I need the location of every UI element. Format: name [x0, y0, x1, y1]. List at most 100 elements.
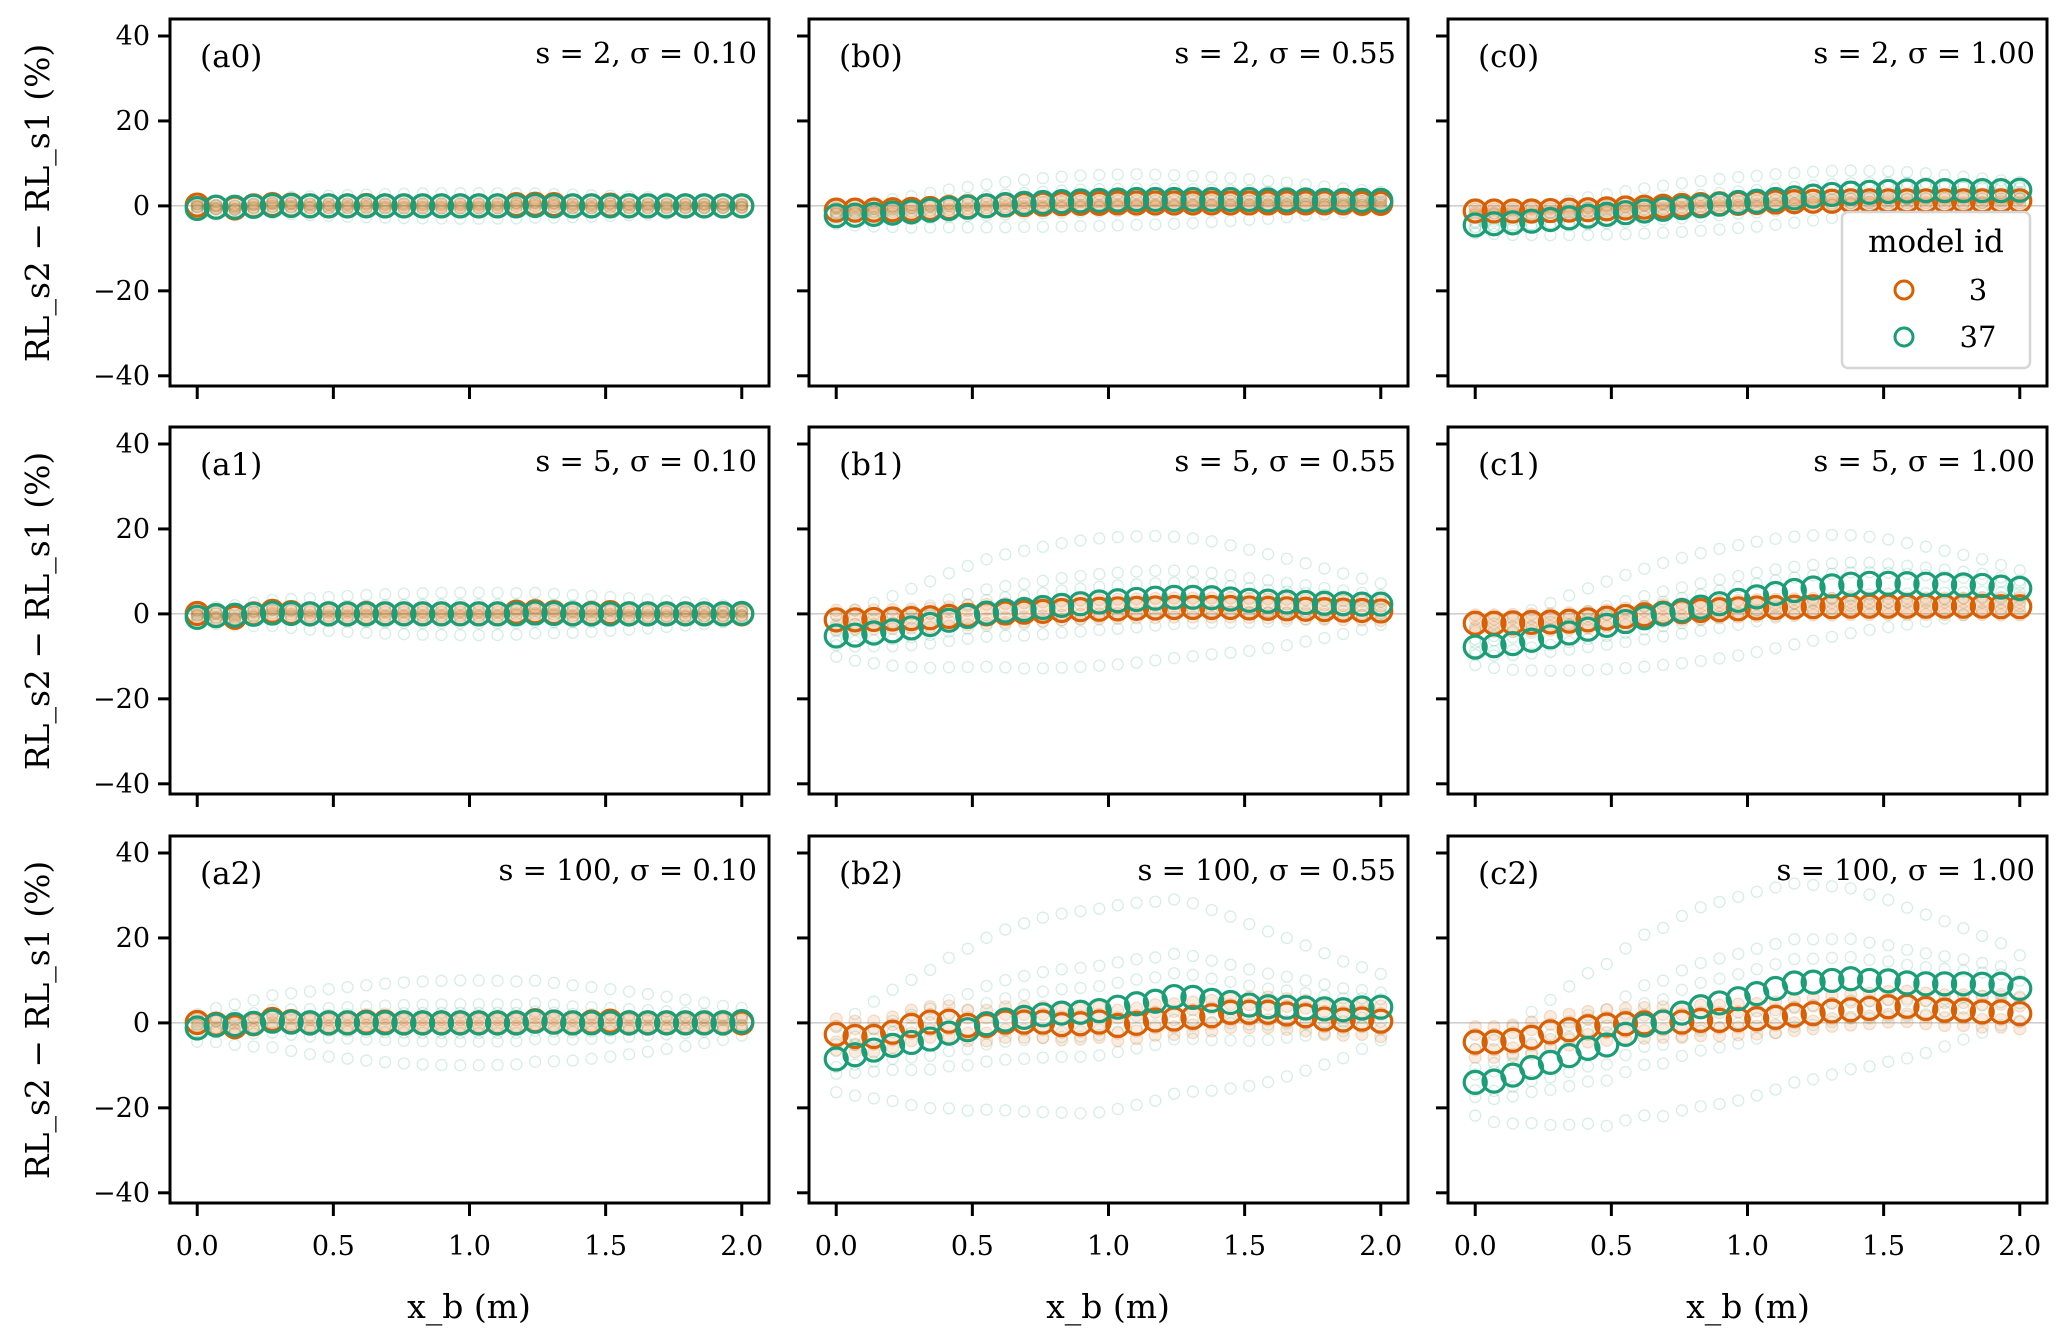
faint-run-marker-model-37 [1713, 652, 1726, 665]
faint-run-marker-model-37 [698, 201, 711, 214]
faint-run-marker-model-37 [1525, 641, 1538, 654]
faint-run-marker-model-3 [397, 605, 411, 619]
mean-marker-model-37 [1913, 971, 1939, 997]
faint-run-marker-model-3 [228, 1016, 242, 1031]
faint-run-marker-model-3 [416, 608, 430, 623]
faint-run-marker-model-37 [1186, 169, 1200, 183]
mean-marker-model-37 [1594, 201, 1620, 227]
mean-marker-model-37 [1105, 187, 1131, 213]
faint-run-marker-model-37 [1713, 610, 1726, 623]
faint-run-marker-model-3 [209, 201, 223, 215]
faint-run-marker-model-37 [924, 637, 937, 650]
faint-run-marker-model-3 [1148, 1028, 1162, 1042]
faint-run-marker-model-3 [1487, 1050, 1501, 1064]
faint-run-marker-model-37 [1638, 1040, 1651, 1053]
faint-run-marker-model-37 [303, 611, 317, 624]
mean-marker-model-37 [842, 622, 868, 648]
faint-run-marker-model-3 [603, 197, 617, 211]
faint-run-marker-model-3 [490, 198, 505, 212]
mean-marker-model-37 [316, 601, 342, 627]
faint-run-marker-model-3 [1694, 1028, 1708, 1043]
faint-run-marker-model-3 [472, 605, 486, 619]
mean-marker-model-37 [391, 601, 417, 627]
faint-run-marker-model-37 [1882, 620, 1895, 634]
faint-run-marker-model-3 [566, 610, 580, 624]
mean-marker-model-37 [1030, 1002, 1056, 1028]
faint-run-marker-model-37 [679, 198, 692, 211]
faint-run-marker-model-3 [1956, 1018, 1971, 1033]
faint-run-marker-model-37 [397, 627, 411, 641]
mean-marker-model-3 [898, 1012, 924, 1039]
faint-run-marker-model-37 [1732, 890, 1745, 903]
faint-run-marker-model-3 [303, 1013, 317, 1027]
faint-run-marker-model-37 [867, 657, 880, 670]
faint-run-marker-model-3 [303, 198, 317, 212]
faint-run-marker-model-3 [453, 610, 467, 624]
faint-run-marker-model-37 [1863, 888, 1876, 901]
mean-marker-model-37 [391, 193, 417, 219]
faint-run-marker-model-37 [1750, 169, 1763, 182]
faint-run-marker-model-37 [454, 202, 467, 216]
mean-marker-model-37 [1932, 971, 1958, 997]
faint-run-marker-model-37 [1186, 650, 1200, 663]
panel-c1: (c1) s = 5, σ = 1.00 [1436, 425, 2049, 807]
faint-run-marker-model-37 [961, 1042, 974, 1056]
faint-run-marker-model-3 [1731, 198, 1745, 212]
mean-marker-model-37 [654, 1010, 680, 1036]
mean-marker-model-37 [1368, 994, 1394, 1020]
mean-marker-model-37 [1969, 971, 1995, 997]
faint-run-marker-model-37 [1299, 1029, 1312, 1042]
faint-run-marker-model-37 [1093, 979, 1106, 993]
faint-run-marker-model-37 [1130, 530, 1143, 543]
faint-run-marker-model-37 [1544, 1028, 1557, 1042]
faint-run-marker-model-3 [641, 197, 655, 211]
mean-marker-model-37 [2007, 575, 2033, 602]
faint-run-marker-model-37 [266, 195, 279, 209]
faint-run-marker-model-37 [1600, 188, 1613, 201]
faint-run-marker-model-37 [1675, 177, 1689, 190]
y-axis-title-row-2: RL_s2 − RL_s1 (%) [18, 861, 58, 1180]
mean-marker-model-37 [1142, 988, 1168, 1014]
x-tick-label: 0.5 [312, 1231, 355, 1262]
faint-run-marker-model-3 [1975, 603, 1989, 618]
x-tick-label: 1.5 [1862, 1231, 1905, 1262]
faint-run-marker-model-37 [1167, 564, 1181, 577]
faint-run-marker-model-37 [1149, 971, 1162, 984]
faint-run-marker-model-37 [999, 548, 1012, 561]
faint-run-marker-model-37 [1976, 929, 1989, 943]
faint-run-marker-model-37 [999, 923, 1012, 936]
faint-run-marker-model-3 [848, 1014, 862, 1028]
faint-run-marker-model-37 [1074, 981, 1087, 995]
faint-run-marker-model-37 [191, 201, 204, 214]
faint-run-marker-model-37 [961, 1059, 974, 1072]
faint-run-marker-model-3 [641, 608, 655, 623]
mean-marker-model-37 [503, 601, 529, 627]
faint-run-marker-model-37 [1694, 1044, 1707, 1057]
faint-run-marker-model-37 [1919, 1046, 1932, 1060]
faint-run-marker-model-3 [1129, 194, 1144, 208]
faint-run-marker-model-3 [322, 608, 336, 623]
faint-run-marker-model-37 [1825, 1068, 1839, 1081]
faint-run-marker-model-37 [1919, 192, 1932, 205]
faint-run-marker-model-3 [641, 198, 655, 212]
y-tick-label: 20 [116, 106, 150, 137]
faint-run-marker-model-3 [190, 199, 204, 213]
y-axis-title: RL_s2 − RL_s1 (%) [18, 861, 58, 1180]
faint-run-marker-model-37 [472, 998, 485, 1011]
faint-run-marker-model-3 [678, 1013, 693, 1027]
mean-marker-model-37 [710, 601, 736, 627]
y-tick-label: 40 [116, 838, 150, 869]
faint-run-marker-model-37 [1093, 1106, 1106, 1119]
faint-run-marker-model-3 [340, 198, 355, 212]
mean-marker-model-37 [240, 1010, 267, 1036]
faint-run-marker-model-37 [867, 634, 880, 647]
faint-run-marker-model-37 [1656, 1057, 1670, 1070]
faint-run-marker-model-37 [1036, 965, 1050, 979]
faint-run-marker-model-3 [228, 609, 242, 623]
faint-run-marker-model-37 [303, 197, 317, 210]
faint-run-marker-model-37 [454, 1059, 467, 1072]
faint-run-marker-model-3 [641, 1019, 655, 1033]
x-tick-label: 1.5 [584, 1231, 627, 1262]
faint-run-marker-model-3 [246, 605, 261, 619]
faint-run-marker-model-37 [1186, 216, 1200, 230]
